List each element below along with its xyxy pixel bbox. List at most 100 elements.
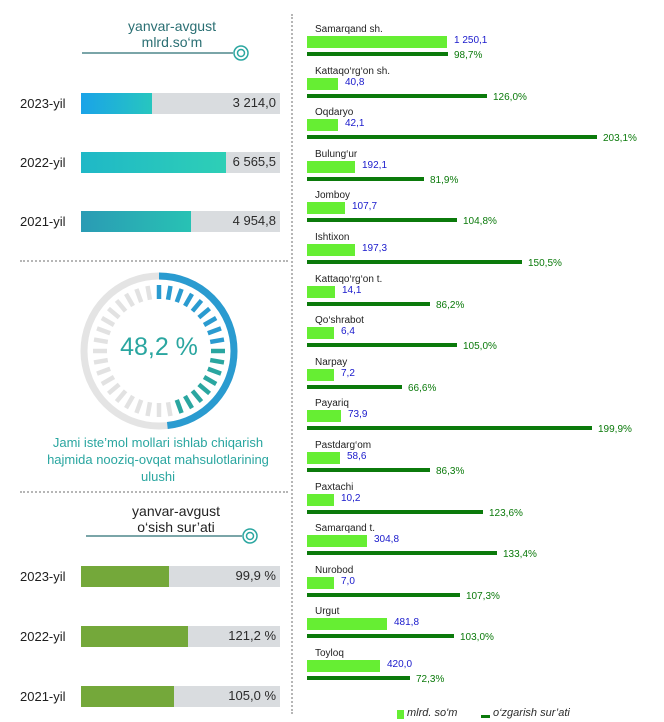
gauge-tick (209, 357, 225, 365)
gauge-tick (207, 326, 222, 336)
gauge-tick (96, 326, 111, 336)
bottom-panel-title-line2: o‘sish sur’ati (137, 519, 215, 535)
gauge-tick (190, 298, 204, 313)
region-label: Samarqand t. (315, 523, 376, 535)
gauge-tick (174, 399, 184, 414)
top-row-bar-fill (81, 152, 226, 173)
volume-bar (307, 576, 334, 589)
top-row-year: 2021-yil (20, 214, 66, 229)
growth-bar (307, 52, 448, 56)
gauge-tick (114, 298, 128, 313)
gauge-tick (134, 288, 144, 303)
growth-bar (307, 676, 410, 680)
volume-bar (307, 285, 335, 298)
bottom-panel-title-line1: yanvar-avgust (132, 503, 220, 519)
gauge-tick (197, 382, 212, 396)
gauge-tick (124, 292, 135, 308)
top-row-year: 2023-yil (20, 96, 66, 111)
volume-value: 40,8 (345, 76, 365, 88)
volume-bar (307, 452, 340, 464)
growth-value: 66,6% (408, 382, 437, 394)
volume-bar (307, 410, 341, 423)
gauge-tick (106, 306, 121, 320)
bottom-row-bar: 105,0 % (81, 686, 280, 707)
gauge-tick (100, 316, 116, 327)
region-label: Urgut (315, 606, 340, 618)
gauge-tick (202, 316, 218, 327)
bottom-row-value: 121,2 % (228, 628, 276, 643)
region-label: Toyloq (315, 648, 344, 659)
volume-value: 420,0 (387, 659, 413, 670)
bottom-title-underline (86, 528, 258, 544)
legend-growth-swatch (481, 715, 490, 718)
gauge-tick (106, 382, 121, 396)
growth-value: 107,3% (466, 590, 500, 602)
top-panel-title-line1: yanvar-avgust (128, 18, 216, 34)
bottom-row-bar-fill (81, 686, 174, 707)
gauge-tick (93, 357, 109, 365)
bottom-row-value: 105,0 % (228, 688, 276, 703)
top-row-bar-fill (81, 211, 191, 232)
share-caption: Jami iste’mol mollari ishlab chiqarish h… (20, 434, 296, 485)
volume-value: 1 250,1 (454, 35, 488, 46)
region-label: Bulung‘ur (315, 148, 358, 160)
gauge-tick (96, 366, 111, 376)
growth-bar (307, 301, 430, 306)
growth-value: 103,0% (460, 632, 494, 644)
growth-bar (307, 93, 487, 98)
vertical-divider (291, 14, 293, 714)
top-row-year: 2022-yil (20, 155, 66, 170)
growth-value: 72,3% (416, 674, 445, 685)
top-row-value: 6 565,5 (232, 154, 276, 169)
region-label: Narpay (315, 356, 348, 368)
gauge-tick (134, 399, 144, 414)
growth-value: 150,5% (528, 258, 562, 269)
growth-bar (307, 426, 592, 431)
gauge-tick (197, 306, 212, 320)
volume-value: 6,4 (341, 326, 355, 338)
growth-value: 98,7% (454, 50, 483, 61)
volume-bar (307, 160, 355, 173)
volume-bar (307, 202, 345, 215)
volume-bar (307, 119, 338, 132)
bottom-row-bar-fill (81, 626, 188, 647)
gauge-tick (145, 401, 153, 417)
volume-value: 7,2 (341, 367, 355, 379)
growth-value: 203,1% (603, 133, 637, 145)
gauge-tick (174, 288, 184, 303)
volume-value: 58,6 (347, 451, 367, 462)
growth-bar (307, 135, 597, 140)
growth-bar (307, 218, 457, 223)
volume-value: 7,0 (341, 575, 355, 587)
bottom-row-value: 99,9 % (235, 568, 276, 583)
growth-value: 86,3% (436, 466, 465, 477)
volume-bar (307, 77, 338, 90)
share-percent: 48,2 % (120, 333, 198, 361)
bottom-row-bar-fill (81, 566, 169, 587)
bottom-row-year: 2021-yil (20, 689, 66, 704)
volume-value: 107,7 (352, 201, 378, 213)
volume-bar (307, 36, 447, 48)
top-title-underline (82, 45, 249, 61)
top-row-bar: 3 214,0 (81, 93, 280, 114)
volume-value: 481,8 (394, 617, 420, 629)
region-label: Pastdarg‘om (315, 440, 372, 451)
growth-value: 199,9% (598, 424, 632, 436)
volume-bar (307, 493, 334, 506)
volume-bar (307, 535, 367, 548)
growth-value: 126,0% (493, 91, 527, 103)
volume-bar (307, 327, 334, 340)
region-label: Kattaqo‘rg‘on sh. (315, 65, 391, 77)
bottom-row-bar: 121,2 % (81, 626, 280, 647)
top-divider (20, 260, 288, 262)
gauge-tick (183, 394, 194, 410)
gauge-tick (93, 337, 109, 345)
gauge-outer-arc (80, 272, 238, 430)
growth-value: 123,6% (489, 507, 523, 519)
share-gauge (80, 272, 238, 430)
gauge-tick (207, 366, 222, 376)
volume-bar (307, 368, 334, 381)
growth-bar (307, 592, 460, 597)
growth-bar (307, 384, 402, 389)
volume-bar (307, 244, 355, 256)
